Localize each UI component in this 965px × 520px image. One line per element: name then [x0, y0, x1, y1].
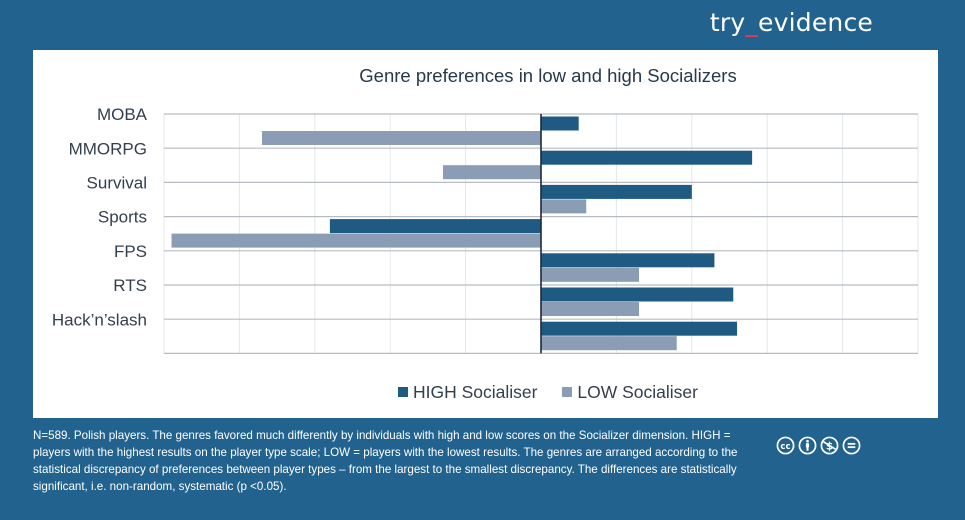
bar-high: [541, 150, 753, 165]
bar-low: [171, 233, 542, 248]
bar-high: [541, 184, 692, 199]
svg-text:cc: cc: [780, 442, 790, 452]
bar-high: [541, 287, 734, 302]
category-label: MMORPG: [69, 139, 147, 158]
bar-low: [541, 199, 587, 214]
brand-prefix: try: [709, 8, 746, 37]
bar-low: [541, 267, 640, 282]
chart-card: MOBA MMORPG Survival Sports FPS RTS Hack’n’sla…: [33, 50, 938, 418]
bar-chart: MOBA MMORPG Survival Sports FPS RTS Hack’n’sla…: [52, 105, 919, 354]
bar-high: [329, 219, 541, 234]
legend-swatch-low: [562, 387, 573, 397]
legend-item-low: LOW Socialiser: [562, 382, 698, 403]
category-label: FPS: [114, 242, 147, 261]
bar-low: [541, 302, 640, 316]
bar-high: [541, 253, 715, 268]
cc-icon: cc: [776, 436, 795, 455]
bar-high: [541, 321, 738, 336]
legend-item-high: HIGH Socialiser: [398, 381, 538, 403]
bar-high: [541, 116, 579, 131]
category-label: RTS: [113, 276, 147, 295]
category-label: MOBA: [97, 105, 148, 124]
category-label: Survival: [87, 174, 147, 193]
chart-title: Genre preferences in low and high Social…: [359, 65, 737, 86]
cc-license-badge: cc $: [776, 436, 861, 455]
bar-low: [541, 336, 677, 351]
chart-legend: HIGH Socialiser LOW Socialiser: [33, 381, 938, 403]
category-label: Sports: [98, 208, 147, 227]
brand-underscore: _: [745, 8, 759, 37]
bar-low: [262, 131, 541, 145]
attribution-icon: [798, 436, 817, 455]
category-label: Hack’n’slash: [52, 310, 147, 329]
bar-low: [442, 165, 541, 180]
brand-logo: try_evidence: [710, 8, 873, 37]
legend-label-high: HIGH Socialiser: [413, 381, 538, 402]
brand-suffix: evidence: [758, 8, 873, 37]
noncommercial-icon: $: [820, 436, 839, 455]
legend-swatch-high: [398, 387, 409, 397]
legend-label-low: LOW Socialiser: [577, 381, 698, 402]
footnote: N=589. Polish players. The genres favore…: [33, 429, 738, 493]
noderivatives-icon: [842, 436, 861, 455]
